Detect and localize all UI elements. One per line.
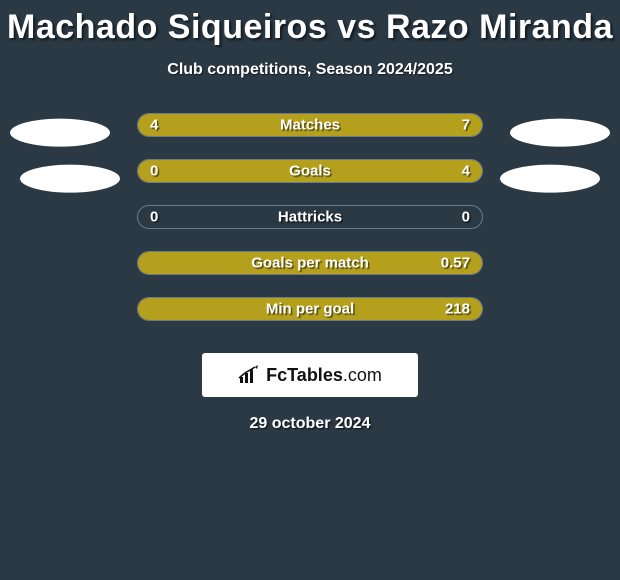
metric-right-value: 7 xyxy=(462,117,470,134)
metric-label: Min per goal xyxy=(266,301,354,318)
bar-chart-icon xyxy=(238,365,260,385)
metric-label: Goals xyxy=(289,163,331,180)
metric-rows: 4 7 Matches 0 4 Goals 0 0 Hattricks 0.57 Goals per… xyxy=(0,113,620,343)
player-left-marker xyxy=(20,165,120,193)
metric-left-value: 4 xyxy=(150,117,158,134)
metric-label: Hattricks xyxy=(278,209,342,226)
metric-bar: 0 0 Hattricks xyxy=(137,205,483,229)
fctables-logo[interactable]: FcTables.com xyxy=(202,353,418,397)
metric-right-value: 0.57 xyxy=(441,255,470,272)
metric-bar: 4 7 Matches xyxy=(137,113,483,137)
metric-right-value: 4 xyxy=(462,163,470,180)
metric-row: 0 4 Goals xyxy=(0,159,620,205)
metric-label: Matches xyxy=(280,117,340,134)
logo-text: FcTables.com xyxy=(266,365,382,386)
metric-bar: 0 4 Goals xyxy=(137,159,483,183)
page-title: Machado Siqueiros vs Razo Miranda xyxy=(0,8,620,47)
logo-text-bold: FcTables xyxy=(266,365,343,385)
metric-left-value: 0 xyxy=(150,209,158,226)
metric-right-value: 0 xyxy=(462,209,470,226)
metric-row: 0 0 Hattricks xyxy=(0,205,620,251)
subtitle: Club competitions, Season 2024/2025 xyxy=(0,61,620,79)
metric-row: 0.57 Goals per match xyxy=(0,251,620,297)
metric-left-value: 0 xyxy=(150,163,158,180)
footer-date: 29 october 2024 xyxy=(0,415,620,433)
metric-row: 218 Min per goal xyxy=(0,297,620,343)
comparison-card: Machado Siqueiros vs Razo Miranda Club c… xyxy=(0,0,620,433)
player-right-marker xyxy=(500,165,600,193)
metric-bar: 218 Min per goal xyxy=(137,297,483,321)
player-right-marker xyxy=(510,119,610,147)
metric-bar: 0.57 Goals per match xyxy=(137,251,483,275)
metric-right-value: 218 xyxy=(445,301,470,318)
logo-text-light: .com xyxy=(343,365,382,385)
metric-row: 4 7 Matches xyxy=(0,113,620,159)
metric-label: Goals per match xyxy=(251,255,369,272)
player-left-marker xyxy=(10,119,110,147)
